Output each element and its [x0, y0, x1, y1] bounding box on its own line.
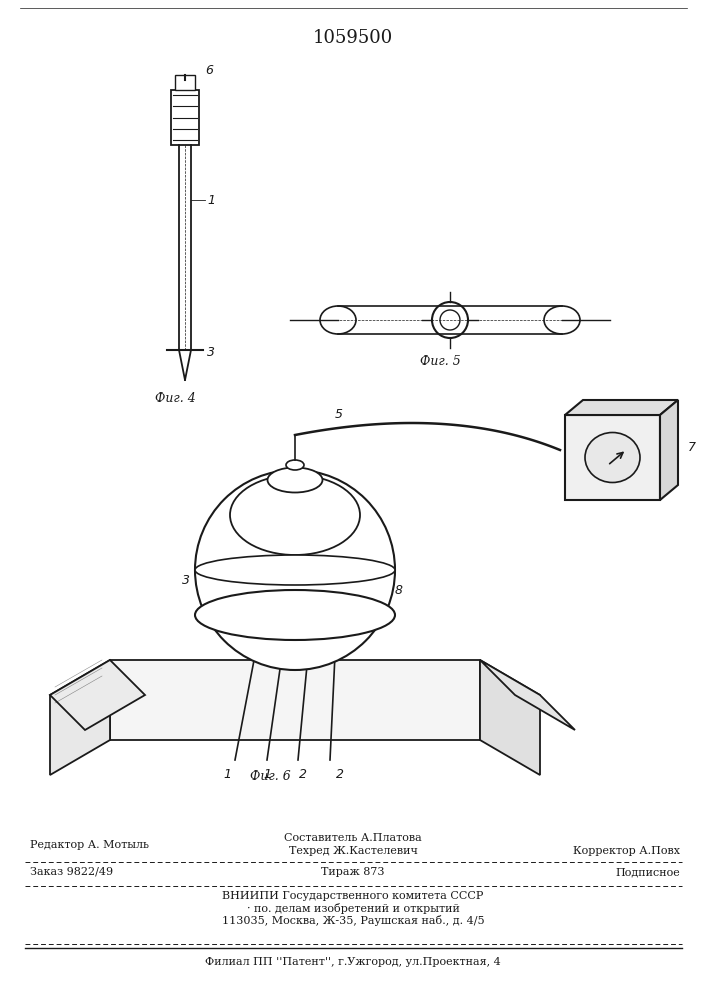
Text: 6: 6 [205, 64, 213, 77]
Text: 113035, Москва, Ж-35, Раушская наб., д. 4/5: 113035, Москва, Ж-35, Раушская наб., д. … [222, 916, 484, 926]
Ellipse shape [585, 432, 640, 483]
Ellipse shape [320, 306, 356, 334]
Ellipse shape [230, 475, 360, 555]
Ellipse shape [267, 468, 322, 492]
Text: ВНИИПИ Государственного комитета СССР: ВНИИПИ Государственного комитета СССР [222, 891, 484, 901]
Text: Подписное: Подписное [615, 867, 680, 877]
Text: 4: 4 [370, 514, 378, 526]
Polygon shape [480, 660, 540, 775]
Ellipse shape [544, 306, 580, 334]
Text: Заказ 9822/49: Заказ 9822/49 [30, 867, 113, 877]
Text: Техред Ж.Кастелевич: Техред Ж.Кастелевич [288, 846, 417, 856]
Polygon shape [565, 415, 660, 500]
Circle shape [195, 470, 395, 670]
Text: Фиг. 6: Фиг. 6 [250, 770, 291, 783]
Polygon shape [50, 660, 145, 730]
Text: 5: 5 [335, 408, 343, 422]
Text: Филиал ПП ''Патент'', г.Ужгород, ул.Проектная, 4: Филиал ПП ''Патент'', г.Ужгород, ул.Прое… [205, 957, 501, 967]
Bar [175, 75, 195, 90]
Text: Корректор А.Повх: Корректор А.Повх [573, 846, 680, 856]
Text: 7: 7 [688, 441, 696, 454]
Ellipse shape [286, 460, 304, 470]
Text: Редактор А. Мотыль: Редактор А. Мотыль [30, 840, 149, 850]
Text: 8: 8 [395, 584, 403, 596]
Text: 2: 2 [299, 768, 307, 781]
Text: Фиг. 4: Фиг. 4 [155, 392, 195, 405]
Circle shape [432, 302, 468, 338]
Polygon shape [565, 400, 678, 415]
Text: 1: 1 [223, 768, 231, 781]
Text: 1059500: 1059500 [313, 29, 393, 47]
Text: 1: 1 [207, 194, 215, 207]
Bar [171, 90, 199, 145]
Polygon shape [110, 660, 480, 740]
Circle shape [440, 310, 460, 330]
Text: 2: 2 [336, 768, 344, 781]
Text: Тираж 873: Тираж 873 [321, 867, 385, 877]
Polygon shape [480, 660, 575, 730]
Text: Фиг. 5: Фиг. 5 [420, 355, 460, 368]
Text: Составитель А.Платова: Составитель А.Платова [284, 833, 422, 843]
Text: · по. делам изобретений и открытий: · по. делам изобретений и открытий [247, 904, 460, 914]
Polygon shape [660, 400, 678, 500]
Text: 1: 1 [263, 768, 271, 781]
Ellipse shape [195, 555, 395, 585]
Text: 3: 3 [182, 574, 190, 586]
Text: 3: 3 [207, 346, 215, 359]
Polygon shape [50, 660, 110, 775]
Ellipse shape [195, 590, 395, 640]
